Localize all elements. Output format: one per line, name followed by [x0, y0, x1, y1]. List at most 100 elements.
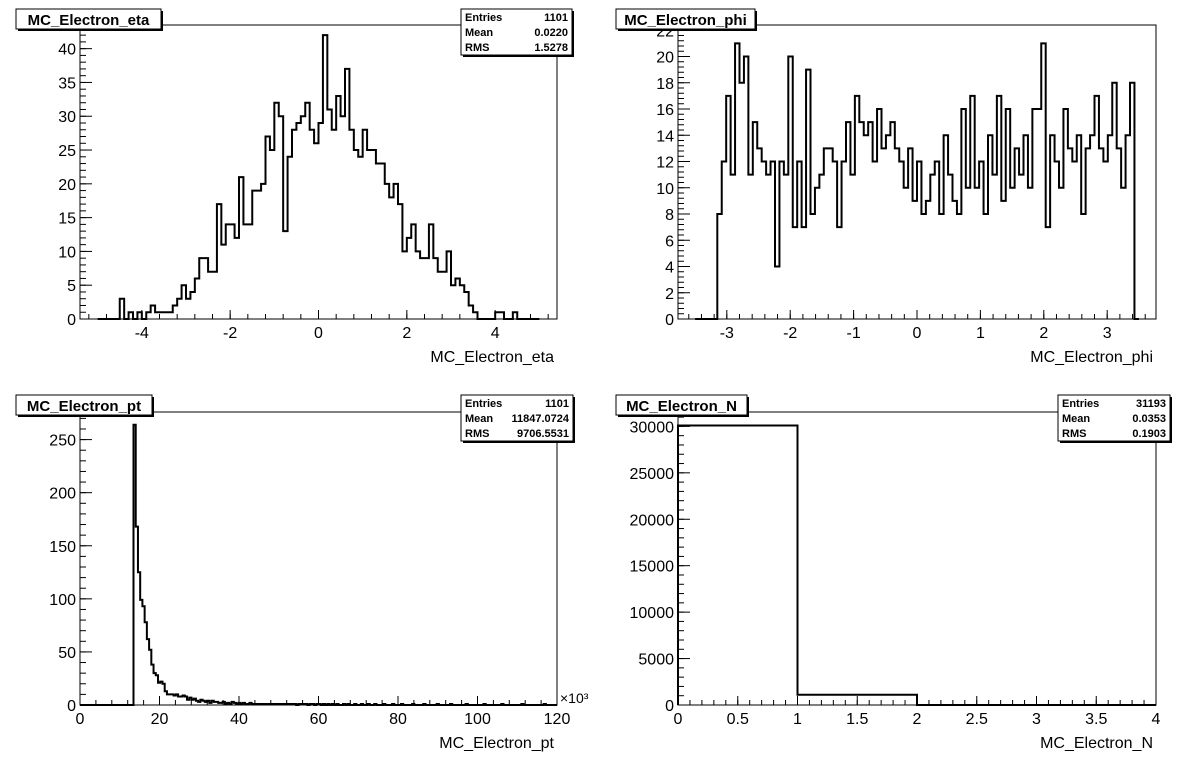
stats-label-mean: Mean: [465, 413, 493, 425]
y-tick-label: 4: [665, 260, 674, 277]
stats-label-entries: Entries: [465, 398, 502, 410]
x-axis-title: MC_Electron_eta: [430, 349, 554, 366]
histogram-title: MC_Electron_N: [626, 398, 737, 415]
y-tick-label: 100: [49, 592, 76, 609]
y-tick-label: 20: [58, 177, 76, 194]
y-tick-label: 20: [656, 50, 674, 67]
stats-label-entries: Entries: [465, 12, 502, 24]
stats-value-rms: 9706.5531: [517, 428, 569, 440]
plot-frame: [677, 411, 1157, 706]
x-tick-label: 3: [1032, 711, 1041, 728]
histogram-title: MC_Electron_eta: [28, 12, 150, 29]
x-tick-label: 2: [402, 325, 411, 342]
stats-label-rms: RMS: [465, 428, 489, 440]
x-axis-multiplier: ×10³: [560, 690, 589, 706]
stats-value-rms: 1.5278: [534, 42, 568, 54]
y-tick-label: 18: [656, 76, 674, 93]
histogram-panel-3: 0 0.5 1 1.5 2 2.5 3 3.5 4 0 5000 10000 15000 20000 250…: [615, 394, 1172, 752]
x-tick-label: -3: [720, 325, 734, 342]
y-tick-label: 200: [49, 486, 76, 503]
x-tick-label: -2: [783, 325, 797, 342]
x-tick-label: 0: [913, 325, 922, 342]
y-tick-label: 14: [656, 128, 674, 145]
x-axis-title: MC_Electron_N: [1040, 735, 1153, 752]
y-tick-label: 30000: [630, 419, 675, 436]
x-tick-label: -4: [135, 325, 149, 342]
x-tick-label: 100: [464, 711, 491, 728]
y-tick-label: 30: [58, 109, 76, 126]
x-tick-label: -2: [223, 325, 237, 342]
x-tick-label: -1: [846, 325, 860, 342]
x-tick-label: 1: [976, 325, 985, 342]
y-tick-label: 0: [67, 698, 76, 715]
y-tick-label: 35: [58, 75, 76, 92]
stats-value-rms: 0.1903: [1132, 428, 1166, 440]
y-tick-label: 6: [665, 233, 674, 250]
title-box: MC_Electron_phi: [615, 8, 757, 31]
stats-value-entries: 1101: [545, 398, 569, 410]
x-tick-label: 4: [1152, 711, 1161, 728]
stats-value-mean: 0.0353: [1132, 413, 1166, 425]
stats-value-mean: 11847.0724: [511, 413, 569, 425]
y-tick-label: 8: [665, 207, 674, 224]
title-box: MC_Electron_N: [615, 394, 749, 417]
x-tick-label: 0.5: [727, 711, 749, 728]
histogram-title: MC_Electron_pt: [27, 398, 141, 415]
y-tick-label: 50: [58, 645, 76, 662]
y-tick-label: 12: [656, 155, 674, 172]
y-tick-label: 25: [58, 143, 76, 160]
y-tick-label: 15: [58, 211, 76, 228]
y-tick-label: 20000: [630, 512, 675, 529]
histogram-title: MC_Electron_phi: [624, 12, 747, 29]
stats-box: Entries 1101 Mean 11847.0724 RMS 9706.5531: [460, 394, 575, 443]
x-tick-label: 1: [793, 711, 802, 728]
x-tick-label: 3: [1103, 325, 1112, 342]
stats-value-entries: 31193: [1136, 398, 1166, 410]
y-tick-label: 5: [67, 278, 76, 295]
stats-value-mean: 0.0220: [534, 27, 568, 39]
x-tick-label: 80: [389, 711, 407, 728]
x-tick-label: 0: [674, 711, 683, 728]
x-tick-label: 2: [1039, 325, 1048, 342]
x-tick-label: 1.5: [846, 711, 868, 728]
x-tick-label: 0: [314, 325, 323, 342]
x-tick-label: 20: [151, 711, 169, 728]
x-tick-label: 2.5: [966, 711, 988, 728]
stats-box: Entries 1101 Mean 0.0220 RMS 1.5278: [460, 8, 574, 57]
histogram-line: [677, 424, 1156, 706]
y-tick-label: 16: [656, 102, 674, 119]
y-tick-label: 10000: [630, 605, 675, 622]
x-axis-title: MC_Electron_phi: [1030, 349, 1153, 366]
histogram-line: [80, 423, 557, 706]
histogram-panel-0: -4 -2 0 2 40510152025303540MC_Electron_etaMC…: [15, 8, 574, 366]
x-tick-label: 60: [310, 711, 328, 728]
y-tick-label: 150: [49, 539, 76, 556]
x-tick-label: 120: [544, 711, 571, 728]
histogram-line: [695, 42, 1139, 320]
y-tick-label: 2: [665, 286, 674, 303]
y-tick-label: 0: [665, 312, 674, 329]
y-tick-label: 25000: [630, 466, 675, 483]
histogram-panel-2: 0 20 40 60 80 100 120 0 50 100 150 200 250 MC_Electro…: [15, 394, 589, 752]
stats-box: Entries 31193 Mean 0.0353 RMS 0.1903: [1057, 394, 1172, 443]
y-tick-label: 10: [656, 181, 674, 198]
y-tick-label: 0: [67, 312, 76, 329]
x-tick-label: 2: [913, 711, 922, 728]
y-tick-label: 40: [58, 42, 76, 59]
stats-label-rms: RMS: [465, 42, 489, 54]
stats-label-mean: Mean: [1062, 413, 1090, 425]
x-tick-label: 40: [230, 711, 248, 728]
stats-label-mean: Mean: [465, 27, 493, 39]
y-tick-label: 5000: [638, 652, 674, 669]
histogram-panel-1: -3 -2 -1 0 1 2 30246810121416182022MC_Electron…: [615, 8, 1157, 366]
x-axis-title: MC_Electron_pt: [439, 735, 554, 752]
stats-value-entries: 1101: [544, 12, 568, 24]
title-box: MC_Electron_pt: [15, 394, 154, 417]
stats-label-entries: Entries: [1062, 398, 1099, 410]
y-tick-label: 15000: [630, 559, 675, 576]
y-tick-label: 250: [49, 433, 76, 450]
x-tick-label: 3.5: [1085, 711, 1107, 728]
histogram-line: [97, 34, 540, 320]
y-tick-label: 10: [58, 244, 76, 261]
